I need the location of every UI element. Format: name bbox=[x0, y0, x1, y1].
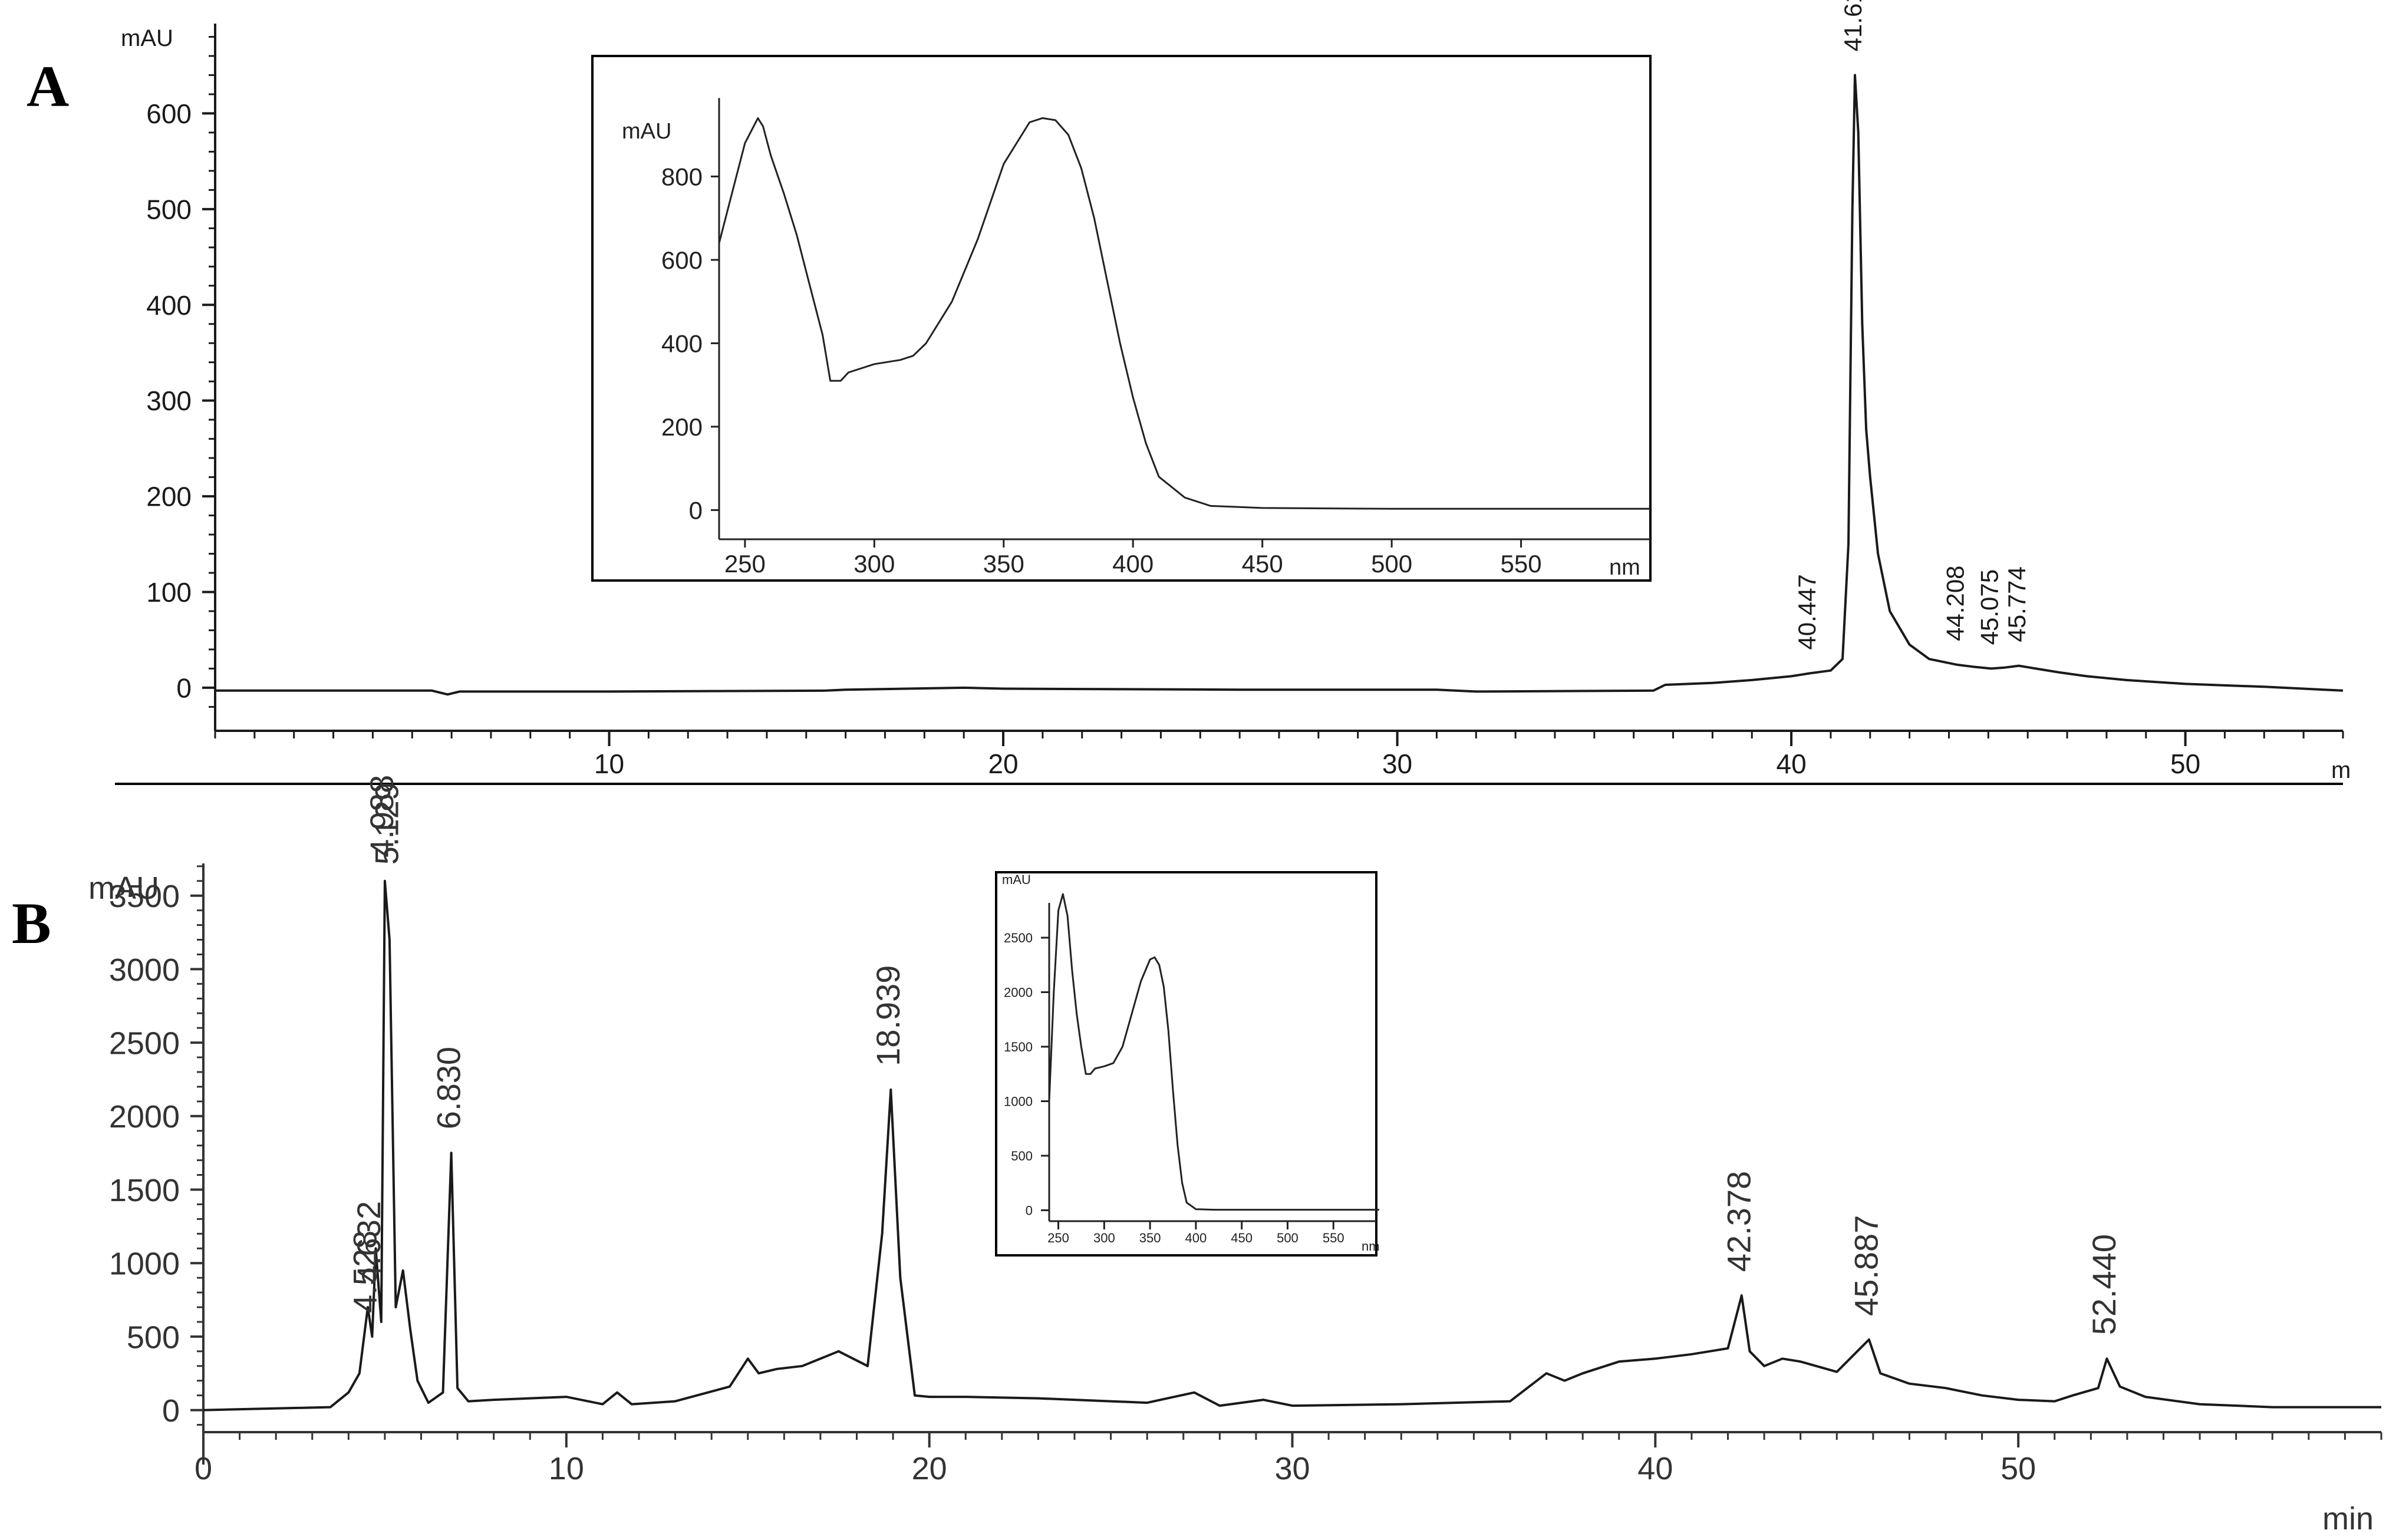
chromatogram-series-0 bbox=[215, 74, 2344, 696]
panel-label: A bbox=[27, 54, 69, 119]
inset-y-tick-label: 2000 bbox=[1004, 985, 1033, 1000]
inset-x-tick-label: 250 bbox=[1047, 1231, 1069, 1245]
x-tick-label: 0 bbox=[195, 1451, 212, 1486]
peak-label: 42.378 bbox=[1721, 1171, 1758, 1272]
inset-x-tick-label: 300 bbox=[853, 550, 895, 578]
inset-y-tick-label: 1000 bbox=[1004, 1094, 1033, 1109]
peak-label: 45.887 bbox=[1848, 1215, 1885, 1316]
inset-y-axis-label: mAU bbox=[622, 119, 671, 144]
y-tick-label: 2500 bbox=[109, 1026, 180, 1061]
inset-x-tick-label: 500 bbox=[1277, 1231, 1299, 1245]
y-tick-label: 1000 bbox=[109, 1246, 180, 1282]
inset-x-axis-label: nm bbox=[1609, 555, 1640, 580]
inset-x-tick-label: 450 bbox=[1242, 550, 1283, 578]
peak-label: 5.129 bbox=[368, 782, 406, 865]
peak-label: 4.528 bbox=[347, 1231, 384, 1313]
inset-x-tick-label: 500 bbox=[1371, 550, 1412, 578]
y-tick-label: 0 bbox=[176, 672, 192, 703]
peak-label: 4.632 bbox=[350, 1201, 387, 1284]
inset-y-tick-label: 600 bbox=[661, 246, 703, 274]
y-tick-label: 300 bbox=[146, 385, 192, 416]
inset-y-tick-label: 0 bbox=[1026, 1203, 1033, 1218]
panel-label: B bbox=[12, 891, 51, 956]
y-tick-label: 1500 bbox=[109, 1173, 180, 1208]
peak-label: 18.939 bbox=[869, 965, 907, 1066]
y-tick-label: 2000 bbox=[109, 1099, 180, 1135]
x-tick-label: 40 bbox=[1637, 1451, 1673, 1486]
inset-x-tick-label: 550 bbox=[1323, 1231, 1344, 1245]
inset-y-tick-label: 0 bbox=[689, 497, 703, 525]
inset-y-tick-label: 1500 bbox=[1004, 1040, 1033, 1054]
inset-y-tick-label: 500 bbox=[1011, 1149, 1033, 1163]
y-tick-label: 3500 bbox=[109, 879, 180, 914]
inset-x-tick-label: 350 bbox=[983, 550, 1024, 578]
x-tick-label: 20 bbox=[912, 1451, 947, 1486]
inset-spectrum-series-0 bbox=[1048, 893, 1379, 1211]
y-tick-label: 0 bbox=[162, 1393, 180, 1429]
chromatogram-series-0 bbox=[203, 879, 2381, 1412]
y-tick-label: 400 bbox=[146, 290, 192, 321]
peak-label: 6.830 bbox=[430, 1047, 467, 1129]
inset-y-tick-label: 800 bbox=[661, 163, 703, 191]
y-tick-label: 500 bbox=[146, 194, 192, 225]
inset-x-tick-label: 350 bbox=[1139, 1231, 1161, 1245]
x-tick-label: 50 bbox=[2170, 748, 2200, 779]
chart-panel-a: A 0 100 200 300 400 500 600 10 20 30 40 50 mAU m 40.447… bbox=[27, 0, 2351, 785]
inset-spectrum: 0 200 400 600 800 250 300 350 400 450 500 550 mAU nm bbox=[591, 55, 1652, 582]
inset-frame bbox=[591, 55, 1652, 582]
y-tick-label: 3000 bbox=[109, 952, 180, 988]
x-tick-label: 10 bbox=[594, 748, 624, 779]
y-tick-label: 200 bbox=[146, 482, 192, 512]
inset-x-tick-label: 300 bbox=[1093, 1231, 1115, 1245]
y-axis-label: mAU bbox=[121, 25, 173, 51]
peak-label: 45.774 bbox=[2003, 566, 2031, 642]
x-tick-label: 30 bbox=[1382, 748, 1412, 779]
x-tick-label: 30 bbox=[1274, 1451, 1310, 1486]
inset-spectrum-series-0 bbox=[718, 117, 1650, 510]
inset-y-tick-label: 400 bbox=[661, 330, 703, 358]
peak-label: 45.075 bbox=[1975, 569, 2003, 645]
inset-y-tick-label: 200 bbox=[661, 413, 703, 441]
peak-label: 44.208 bbox=[1942, 565, 1969, 641]
inset-frame bbox=[995, 871, 1377, 1257]
inset-x-axis-label: nm bbox=[1362, 1239, 1380, 1254]
y-tick-label: 500 bbox=[127, 1320, 180, 1355]
inset-x-tick-label: 550 bbox=[1501, 550, 1542, 578]
y-axis-label: mAU bbox=[88, 870, 159, 906]
x-axis-label: min bbox=[2322, 1501, 2374, 1536]
inset-x-tick-label: 450 bbox=[1231, 1231, 1253, 1245]
peak-label: 41.615 bbox=[1839, 0, 1867, 51]
inset-spectrum: 0 500 1000 1500 2000 2500 250 300 350 400 450 500 55… bbox=[995, 871, 1380, 1257]
peak-label: 40.447 bbox=[1793, 574, 1821, 649]
x-tick-label: 20 bbox=[988, 748, 1018, 779]
x-tick-label: 50 bbox=[2001, 1451, 2036, 1486]
y-tick-label: 600 bbox=[146, 98, 192, 129]
x-tick-label: 10 bbox=[549, 1451, 584, 1486]
peak-label: 52.440 bbox=[2085, 1234, 2123, 1335]
inset-x-tick-label: 400 bbox=[1185, 1231, 1207, 1245]
peak-label: 4.988 bbox=[363, 775, 400, 858]
y-tick-label: 100 bbox=[146, 577, 192, 608]
inset-x-tick-label: 400 bbox=[1112, 550, 1154, 578]
inset-y-axis-label: mAU bbox=[1002, 872, 1031, 887]
x-axis-label: m bbox=[2331, 757, 2351, 783]
inset-y-tick-label: 2500 bbox=[1004, 931, 1033, 945]
inset-x-tick-label: 250 bbox=[724, 550, 766, 578]
x-tick-label: 40 bbox=[1776, 748, 1806, 779]
